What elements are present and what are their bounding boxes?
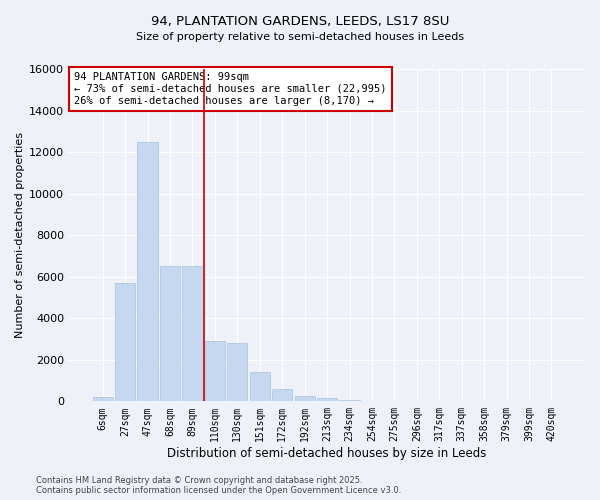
Text: Contains HM Land Registry data © Crown copyright and database right 2025.
Contai: Contains HM Land Registry data © Crown c… <box>36 476 401 495</box>
Bar <box>317 398 337 402</box>
Bar <box>205 341 225 402</box>
Bar <box>340 400 359 402</box>
Bar <box>295 396 315 402</box>
Bar <box>92 397 113 402</box>
Text: 94, PLANTATION GARDENS, LEEDS, LS17 8SU: 94, PLANTATION GARDENS, LEEDS, LS17 8SU <box>151 15 449 28</box>
Text: Size of property relative to semi-detached houses in Leeds: Size of property relative to semi-detach… <box>136 32 464 42</box>
Bar <box>182 266 203 402</box>
Bar <box>115 283 135 402</box>
Bar <box>137 142 158 402</box>
Bar <box>160 266 180 402</box>
Bar <box>227 343 247 402</box>
Text: 94 PLANTATION GARDENS: 99sqm
← 73% of semi-detached houses are smaller (22,995)
: 94 PLANTATION GARDENS: 99sqm ← 73% of se… <box>74 72 387 106</box>
Bar <box>250 372 270 402</box>
Bar <box>272 389 292 402</box>
Y-axis label: Number of semi-detached properties: Number of semi-detached properties <box>15 132 25 338</box>
X-axis label: Distribution of semi-detached houses by size in Leeds: Distribution of semi-detached houses by … <box>167 447 487 460</box>
